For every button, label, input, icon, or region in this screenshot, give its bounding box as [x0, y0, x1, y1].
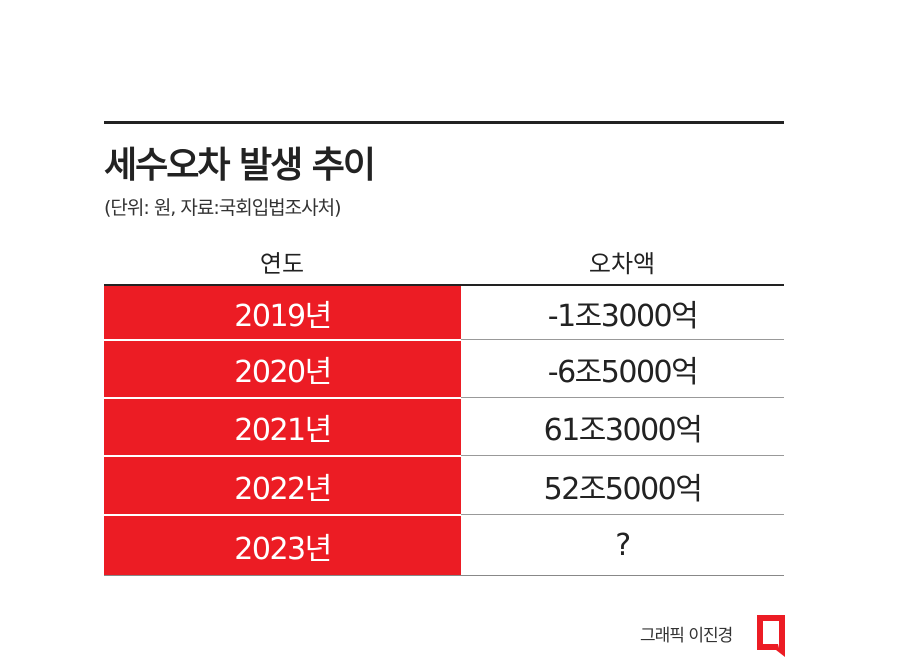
rule	[104, 575, 784, 576]
amount-cell: ?	[615, 528, 631, 563]
year-cell: 2020년	[104, 341, 461, 397]
table-row: 2023년?	[104, 516, 784, 575]
amount-cell: -6조5000억	[547, 355, 699, 390]
rule	[104, 284, 784, 286]
table-row: 2019년 -1조3000억	[104, 286, 784, 339]
year-cell: 2023년	[104, 516, 461, 575]
row-separator	[461, 514, 784, 515]
row-separator	[461, 339, 784, 340]
rule	[104, 121, 784, 124]
table-row: 2020년 -6조5000억	[104, 341, 784, 397]
year-cell: 2022년	[104, 457, 461, 514]
amount-cell: 61조3000억	[543, 413, 703, 448]
amount-cell: 52조5000억	[543, 471, 703, 507]
logo	[757, 615, 785, 657]
row-separator	[461, 455, 784, 456]
column-header: 오차액	[588, 250, 656, 278]
credit: 그래픽 이진경	[640, 626, 733, 646]
year-cell: 2021년	[104, 399, 461, 455]
subtitle: (단위: 원, 자료:국회입법조사처)	[104, 197, 342, 219]
amount-cell: -1조3000억	[547, 298, 699, 334]
column-header: 연도	[259, 250, 305, 278]
table-row: 2021년 61조3000억	[104, 399, 784, 455]
table-row: 2022년 52조5000억	[104, 457, 784, 514]
year-cell: 2019년	[104, 286, 461, 339]
title: 세수오차 발생 추이	[104, 145, 376, 186]
row-separator	[461, 397, 784, 398]
